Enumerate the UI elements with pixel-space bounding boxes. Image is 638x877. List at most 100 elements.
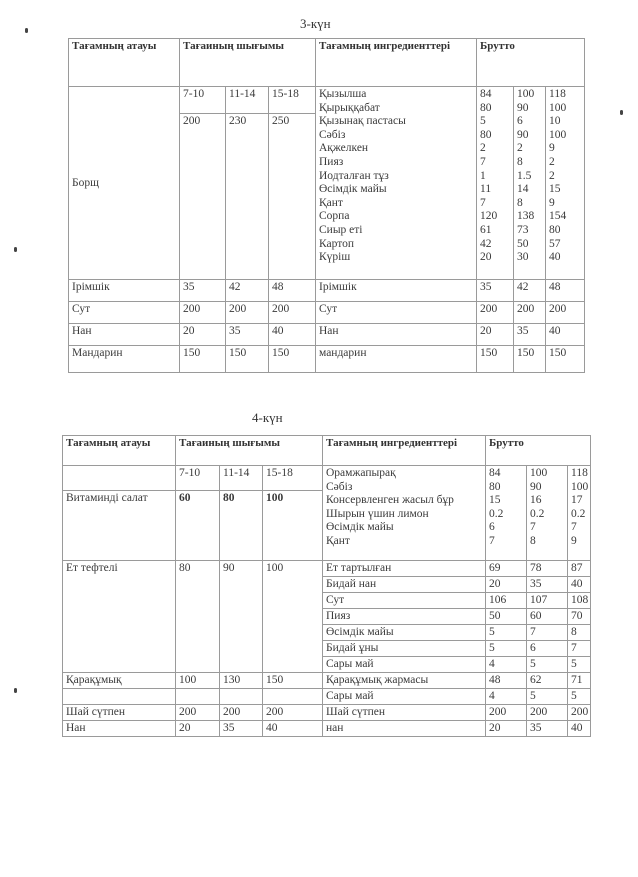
yield-value: 200 bbox=[262, 704, 323, 721]
table-row: Борщ 7-10 11-14 15-18 Қызылша Қырыққабат Қызын… bbox=[68, 86, 586, 280]
list-line: 80 bbox=[489, 480, 501, 493]
yield-value: 230 bbox=[225, 113, 269, 280]
dish-name: Қарақұмық bbox=[62, 672, 176, 689]
brutto-value: 4 bbox=[485, 656, 527, 673]
table-row: 7-10 11-14 15-18 Орамжапырақ Сәбіз Консервлен… bbox=[62, 465, 592, 561]
brutto-value: 150 bbox=[476, 345, 514, 373]
yield-value: 200 bbox=[225, 301, 269, 324]
list-line: 73 bbox=[517, 223, 529, 236]
table-row: Сут 200 200 200 Сут 200 200 200 bbox=[68, 301, 586, 324]
ingredient: Қарақұмық жармасы bbox=[322, 672, 486, 689]
table-row: Сары май 4 5 5 bbox=[63, 656, 592, 673]
yield-value: 100 bbox=[262, 490, 323, 561]
brutto-value: 106 bbox=[485, 592, 527, 609]
brutto-value: 5 bbox=[485, 640, 527, 657]
brutto-value: 78 bbox=[526, 560, 568, 577]
list-line: 0.2 bbox=[530, 507, 545, 520]
yield-value: 200 bbox=[179, 113, 226, 280]
list-line: 2 bbox=[517, 142, 523, 155]
table-row: Сары май 4 5 5 bbox=[62, 688, 592, 705]
yield-value: 150 bbox=[268, 345, 316, 373]
brutto-value: 200 bbox=[485, 704, 527, 721]
brutto-value: 35 bbox=[526, 720, 568, 737]
list-line: 0.2 bbox=[571, 507, 586, 520]
table-row: Нан 20 35 40 Нан 20 35 40 bbox=[68, 323, 586, 346]
table-row: Шай сүтпен 200 200 200 Шай сүтпен 200 200 200 bbox=[62, 704, 592, 721]
brutto-value: 35 bbox=[526, 576, 568, 593]
list-line: 100 bbox=[571, 480, 589, 493]
table-row: Пияз 50 60 70 bbox=[63, 608, 592, 625]
brutto-value: 50 bbox=[485, 608, 527, 625]
list-line: 154 bbox=[549, 210, 567, 223]
brutto-value: 7 bbox=[526, 624, 568, 641]
list-line: Шырын үшин лимон bbox=[326, 507, 429, 520]
ingredient: Пияз bbox=[322, 608, 486, 625]
brutto-list: 118 100 10 100 9 2 2 15 9 154 80 57 40 bbox=[544, 86, 586, 280]
yield-value: 80 bbox=[219, 490, 263, 561]
ingredient: Нан bbox=[315, 323, 477, 346]
brutto-value: 35 bbox=[476, 279, 514, 302]
table-row: 200 230 250 bbox=[69, 113, 585, 280]
yield-value: 200 bbox=[219, 704, 263, 721]
day3-menu-table: Тағамның атауы Тағаиның шығымы Тағамның ин… bbox=[68, 38, 586, 373]
header-brutto: Брутто bbox=[475, 38, 586, 87]
brutto-value: 60 bbox=[526, 608, 568, 625]
table-row: Мандарин 150 150 150 мандарин 150 150 150 bbox=[68, 345, 586, 373]
yield-value: 80 bbox=[175, 560, 220, 673]
list-line: Орамжапырақ bbox=[326, 467, 396, 479]
list-line: Қызылша bbox=[319, 88, 367, 100]
ingredient: Бидай нан bbox=[322, 576, 486, 593]
brutto-value: 48 bbox=[544, 279, 586, 302]
dish-name: Витаминді салат bbox=[62, 490, 176, 561]
yield-value: 200 bbox=[179, 301, 226, 324]
list-line: 8 bbox=[530, 534, 536, 547]
ingredient: Ірімшік bbox=[315, 279, 477, 302]
brutto-value: 200 bbox=[476, 301, 514, 324]
list-line: 9 bbox=[549, 142, 555, 155]
brutto-list: 118 100 17 0.2 7 9 bbox=[566, 465, 592, 561]
list-line: Пияз bbox=[319, 155, 344, 168]
table-row: Тағамның атауы Тағаиның шығымы Тағамның ин… bbox=[68, 38, 586, 87]
list-line: Иодталған тұз bbox=[319, 169, 389, 182]
list-line: 7 bbox=[489, 534, 495, 547]
ingredient: Өсімдік майы bbox=[322, 624, 486, 641]
list-line: 138 bbox=[517, 210, 535, 223]
brutto-value: 40 bbox=[566, 720, 592, 737]
list-line: 42 bbox=[480, 237, 492, 250]
brutto-value: 5 bbox=[526, 688, 568, 705]
list-line: 10 bbox=[549, 115, 561, 128]
list-line: Күріш bbox=[319, 251, 351, 264]
list-line: 100 bbox=[517, 88, 535, 100]
list-line: 16 bbox=[530, 494, 542, 507]
brutto-value: 20 bbox=[485, 576, 527, 593]
day4-title: 4-күн bbox=[252, 410, 283, 425]
yield-value bbox=[219, 688, 263, 705]
list-line: 120 bbox=[480, 210, 498, 223]
yield-value: 35 bbox=[179, 279, 226, 302]
list-line: Сиыр еті bbox=[319, 223, 363, 236]
dish-name: Ет тефтелі bbox=[62, 560, 176, 673]
brutto-value: 20 bbox=[476, 323, 514, 346]
brutto-value: 5 bbox=[485, 624, 527, 641]
list-line: 17 bbox=[571, 494, 583, 507]
list-line: Картоп bbox=[319, 237, 354, 250]
age-group: 7-10 bbox=[175, 465, 220, 491]
list-line: Консервленген жасыл бұр bbox=[326, 494, 454, 507]
yield-value: 20 bbox=[179, 323, 226, 346]
table-row: Витаминді салат 60 80 100 bbox=[62, 490, 591, 561]
scan-speck bbox=[25, 28, 28, 33]
list-line: 7 bbox=[480, 155, 486, 168]
list-line: 9 bbox=[549, 196, 555, 209]
day4-menu-table: Тағамның атауы Тағаиның шығымы Тағамның ин… bbox=[62, 435, 592, 737]
list-line: 84 bbox=[480, 88, 492, 100]
list-line: 80 bbox=[480, 128, 492, 141]
brutto-value: 42 bbox=[513, 279, 546, 302]
header-ingredients: Тағамның ингредиенттері bbox=[315, 38, 477, 87]
list-line: 0.2 bbox=[489, 507, 504, 520]
list-line: 8 bbox=[517, 155, 523, 168]
yield-value: 200 bbox=[268, 301, 316, 324]
list-line: 1.5 bbox=[517, 169, 532, 182]
age-group: 11-14 bbox=[219, 465, 263, 491]
list-line: 20 bbox=[480, 251, 492, 264]
ingredients-list: Орамжапырақ Сәбіз Консервленген жасыл бұр Ш… bbox=[322, 465, 486, 561]
